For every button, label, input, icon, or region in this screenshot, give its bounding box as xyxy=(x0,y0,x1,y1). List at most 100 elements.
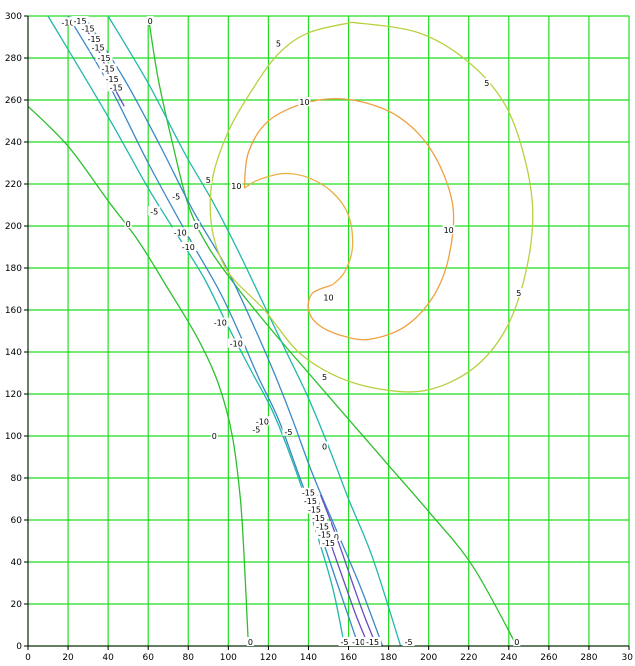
contour-label: -10 xyxy=(256,417,269,426)
contour-label-background xyxy=(210,431,218,440)
contour-label-background xyxy=(322,292,335,302)
contour-label-background xyxy=(309,512,327,522)
contour-label: -15 xyxy=(106,75,119,84)
contour-label-background xyxy=(89,42,107,52)
contour-label: 5 xyxy=(484,79,489,88)
contour-label-background xyxy=(364,637,382,646)
contour-label-background xyxy=(320,538,337,548)
contour-label-background xyxy=(211,317,229,327)
contour-label: -15 xyxy=(318,531,331,540)
contour-label-background xyxy=(313,521,331,531)
contour-label-background xyxy=(301,496,319,506)
x-tick-label: 220 xyxy=(460,653,477,663)
x-tick-label: 200 xyxy=(420,653,437,663)
x-tick-label: 60 xyxy=(142,653,154,663)
contour-label-background xyxy=(350,637,368,646)
contour-label-background xyxy=(148,206,161,216)
y-tick-label: 20 xyxy=(11,600,23,610)
contour-label: -5 xyxy=(341,638,349,647)
contour-label-background xyxy=(513,637,521,646)
contour-label: -10 xyxy=(352,638,365,647)
contour-label-background xyxy=(146,16,154,25)
contour-label: -5 xyxy=(405,638,413,647)
contour-label: -15 xyxy=(366,638,379,647)
contour-label: -15 xyxy=(110,83,123,92)
x-tick-label: 180 xyxy=(380,653,397,663)
contour-label: -15 xyxy=(102,65,115,74)
contour-label: -15 xyxy=(312,514,325,523)
y-tick-label: 160 xyxy=(5,306,22,316)
x-tick-label: 0 xyxy=(25,653,31,663)
y-tick-label: 180 xyxy=(5,264,22,274)
contour-label: -15 xyxy=(322,539,335,548)
contour-label-background xyxy=(298,97,311,107)
axes xyxy=(27,16,629,647)
contour-label-background xyxy=(79,23,97,33)
contour-line xyxy=(27,105,250,647)
contour-label: -15 xyxy=(316,522,329,531)
contour-label: 0 xyxy=(514,638,519,647)
y-tick-label: 260 xyxy=(5,96,22,106)
contour-label: -10 xyxy=(230,340,243,349)
contour-label: 5 xyxy=(322,373,327,382)
contour-label-background xyxy=(483,78,491,88)
x-tick-label: 80 xyxy=(183,653,195,663)
contour-label: 0 xyxy=(194,222,199,231)
contour-line xyxy=(107,15,402,647)
x-axis-ticks: 0 20 40 60 80 100 120 140 160 180 200 220 240 260 280 3… xyxy=(25,646,633,663)
contour-label-background xyxy=(305,504,323,514)
contour-line xyxy=(209,21,534,393)
contour-label-background xyxy=(95,53,113,62)
contour-label-background xyxy=(71,16,89,25)
contour-label-background xyxy=(99,63,117,73)
y-tick-label: 40 xyxy=(11,558,23,568)
contour-label-background xyxy=(230,181,243,191)
x-tick-label: 240 xyxy=(500,653,517,663)
contour-label: 10 xyxy=(444,226,454,235)
y-tick-label: 60 xyxy=(11,516,23,526)
y-tick-label: 80 xyxy=(11,474,23,484)
contour-label-background xyxy=(315,529,333,539)
contour-label: -10 xyxy=(182,243,195,252)
contour-label: 0 xyxy=(212,432,217,441)
contour-line xyxy=(244,172,354,286)
y-tick-label: 200 xyxy=(5,222,22,232)
contour-label-background xyxy=(170,191,183,201)
contour-label: 0 xyxy=(148,17,153,26)
contour-label: -5 xyxy=(252,426,260,435)
contour-label: -15 xyxy=(82,25,95,34)
contour-label-background xyxy=(171,227,189,237)
y-tick-label: 240 xyxy=(5,138,22,148)
y-tick-label: 100 xyxy=(5,432,22,442)
contour-label: 10 xyxy=(323,293,333,302)
contour-label: 0 xyxy=(248,638,253,647)
contour-label-background xyxy=(515,288,523,298)
contour-label-background xyxy=(250,424,263,434)
contour-label: 0 xyxy=(126,220,131,229)
contour-label-background xyxy=(253,416,271,426)
contour-label-background xyxy=(192,221,200,230)
x-tick-label: 20 xyxy=(62,653,74,663)
contour-label: -5 xyxy=(150,207,158,216)
contour-label: -10 xyxy=(62,18,75,27)
contour-label: -15 xyxy=(74,17,87,26)
contour-label: 10 xyxy=(299,98,309,107)
x-tick-label: 280 xyxy=(580,653,597,663)
contour-label: -5 xyxy=(284,428,292,437)
contour-label-background xyxy=(320,441,328,451)
y-tick-label: 300 xyxy=(5,12,22,22)
contour-label-background xyxy=(246,637,254,646)
contour-label: -15 xyxy=(88,35,101,44)
contour-label: 10 xyxy=(231,182,241,191)
contour-label: -15 xyxy=(92,44,105,53)
contour-label: 5 xyxy=(516,289,521,298)
contour-label-background xyxy=(107,82,125,92)
contour-line xyxy=(83,15,384,647)
contour-label: -15 xyxy=(98,54,111,63)
contour-line xyxy=(147,15,518,647)
y-tick-label: 0 xyxy=(16,642,22,652)
contour-label-background xyxy=(85,34,103,44)
contour-label-background xyxy=(103,74,121,83)
contour-label-background xyxy=(179,242,197,251)
